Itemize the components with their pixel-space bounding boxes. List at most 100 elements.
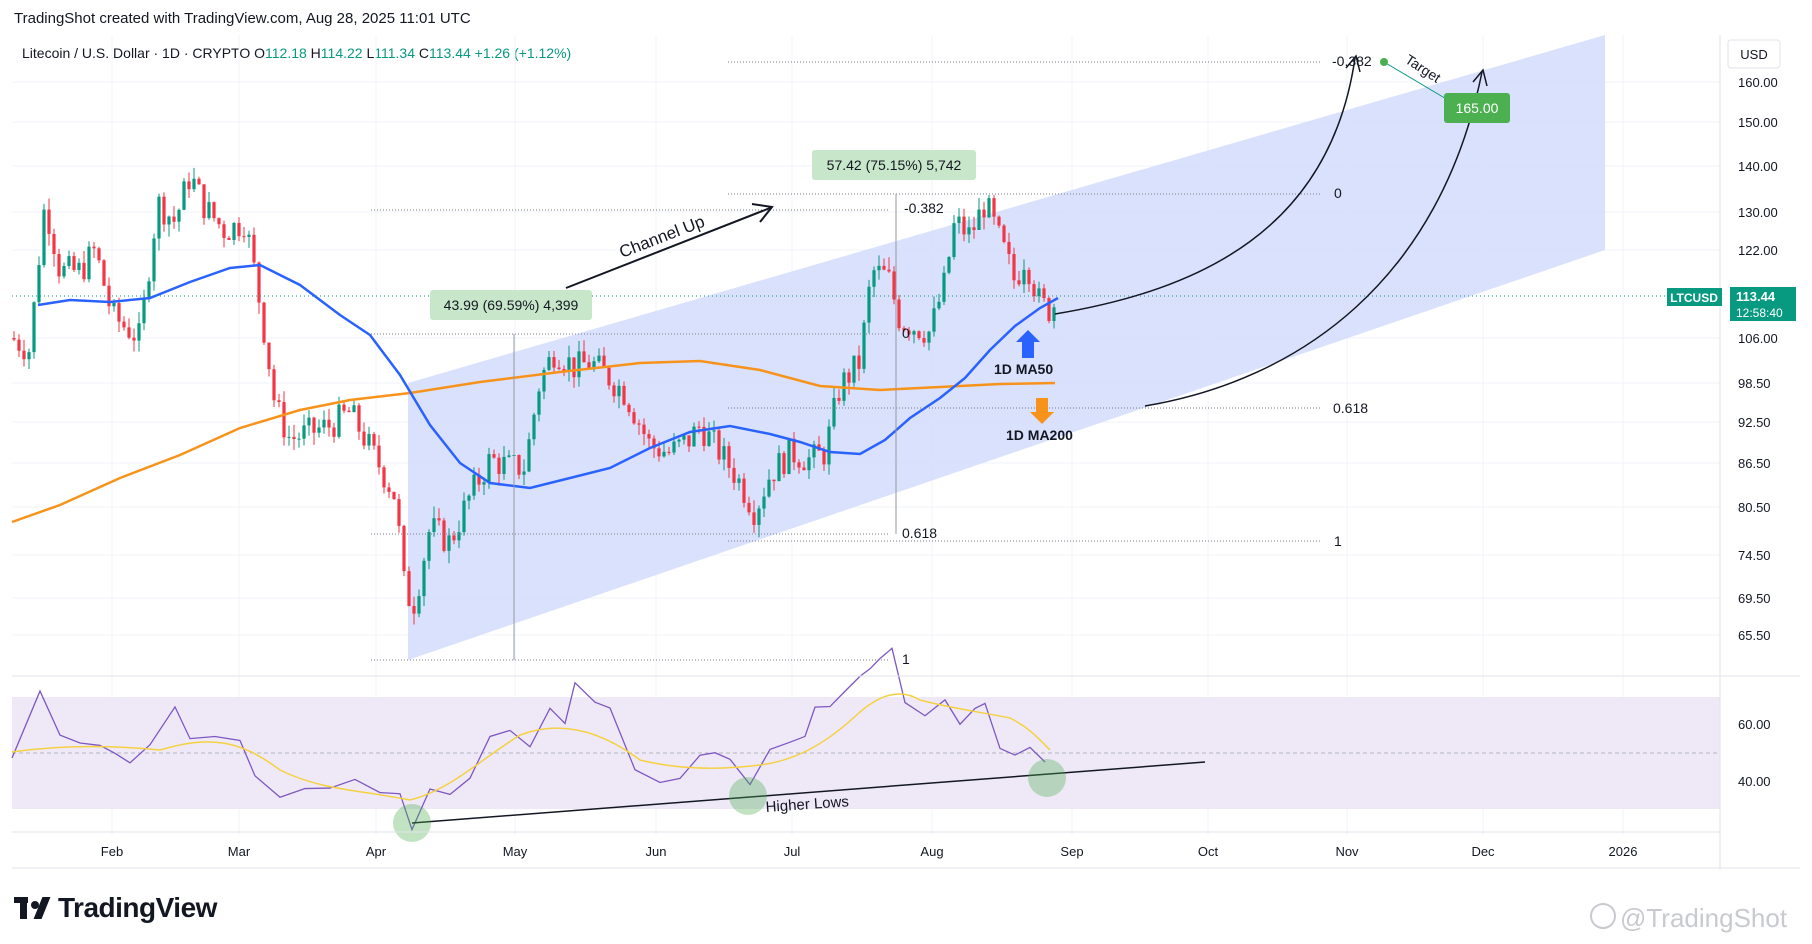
- countdown-value: 12:58:40: [1736, 306, 1783, 320]
- candle-body: [192, 178, 196, 190]
- candle: [662, 441, 666, 458]
- candle: [342, 402, 346, 414]
- candle: [947, 256, 951, 275]
- tradingview-wordmark: TradingView: [58, 892, 217, 923]
- candle-body: [377, 445, 381, 468]
- candle: [327, 409, 331, 437]
- candle-body: [862, 322, 866, 369]
- candle-body: [797, 462, 801, 468]
- candle-body: [287, 436, 291, 438]
- candle: [622, 381, 626, 406]
- ma200-line: [11, 359, 1056, 524]
- candle-body: [77, 262, 81, 271]
- candle: [382, 465, 386, 494]
- watermark-text: @TradingShot: [1620, 903, 1788, 933]
- candle: [987, 195, 991, 219]
- candle: [337, 396, 341, 439]
- candle-body: [532, 414, 536, 440]
- candle: [1007, 232, 1011, 265]
- candle-body: [82, 262, 86, 280]
- candle: [137, 312, 141, 352]
- time-tick: May: [503, 844, 528, 859]
- candle-body: [877, 265, 881, 271]
- candle-body: [1027, 269, 1031, 285]
- candle-body: [522, 471, 526, 475]
- candle: [587, 354, 591, 369]
- candle: [737, 474, 741, 491]
- candle-body: [702, 426, 706, 446]
- candle: [77, 258, 81, 275]
- candle-body: [67, 256, 71, 267]
- symbol-name: Litecoin / U.S. Dollar · 1D · CRYPTO: [22, 45, 251, 61]
- candle-body: [107, 285, 111, 307]
- candle: [142, 289, 146, 331]
- candle-body: [362, 431, 366, 446]
- candles: [12, 167, 1056, 625]
- candle-body: [732, 467, 736, 483]
- candle-body: [912, 331, 916, 335]
- candle-body: [637, 423, 641, 425]
- tradingshot-watermark: @TradingShot: [1590, 903, 1787, 934]
- candle-body: [607, 367, 611, 386]
- ma50-line: [37, 263, 1059, 490]
- candle: [152, 233, 156, 291]
- candle: [767, 469, 771, 498]
- candle: [862, 320, 866, 374]
- candle: [317, 419, 321, 438]
- candle: [437, 508, 441, 526]
- target-dot: [1380, 58, 1388, 66]
- price-axis: USD160.00150.00140.00130.00122.00106.009…: [12, 35, 1800, 870]
- candle: [232, 221, 236, 245]
- candle-body: [827, 426, 831, 465]
- candle: [52, 228, 56, 267]
- higher-lows-line: [411, 761, 1206, 824]
- candle: [402, 524, 406, 577]
- candle-body: [792, 438, 796, 463]
- candle-body: [737, 478, 741, 483]
- candle-body: [352, 405, 356, 413]
- candle-body: [672, 441, 676, 453]
- candle-body: [27, 352, 31, 360]
- candle: [67, 250, 71, 269]
- candle: [1022, 259, 1026, 293]
- candle-body: [577, 351, 581, 378]
- candle: [802, 461, 806, 471]
- candle: [752, 500, 756, 533]
- candle: [197, 176, 201, 185]
- candle: [282, 391, 286, 446]
- candle: [847, 368, 851, 395]
- candle: [727, 441, 731, 478]
- candle: [462, 492, 466, 536]
- candle-body: [967, 227, 971, 235]
- candle-body: [787, 438, 791, 474]
- tradingview-mark-icon: [14, 897, 52, 919]
- candle-body: [962, 216, 966, 235]
- candle-body: [612, 385, 616, 397]
- candle: [227, 235, 231, 241]
- candle: [557, 359, 561, 371]
- tradingview-logo[interactable]: TradingView: [14, 892, 217, 924]
- candle-body: [547, 357, 551, 370]
- candle-body: [302, 425, 306, 439]
- price-tick: 80.50: [1738, 500, 1771, 515]
- candle-body: [1002, 225, 1006, 242]
- candle-body: [977, 209, 981, 230]
- candle-body: [762, 496, 766, 509]
- candle-body: [597, 355, 601, 362]
- candle-body: [897, 299, 901, 329]
- candle: [452, 531, 456, 545]
- candle: [497, 453, 501, 486]
- candle-body: [322, 419, 326, 428]
- candle: [247, 230, 251, 248]
- candle-body: [332, 427, 336, 437]
- candle-body: [47, 209, 51, 234]
- candle-body: [657, 448, 661, 457]
- candle: [122, 316, 126, 331]
- price-tick: 122.00: [1738, 243, 1778, 258]
- candle-body: [242, 236, 246, 238]
- candle: [492, 449, 496, 459]
- candle: [757, 505, 761, 538]
- candle-body: [652, 438, 656, 449]
- candle: [377, 435, 381, 475]
